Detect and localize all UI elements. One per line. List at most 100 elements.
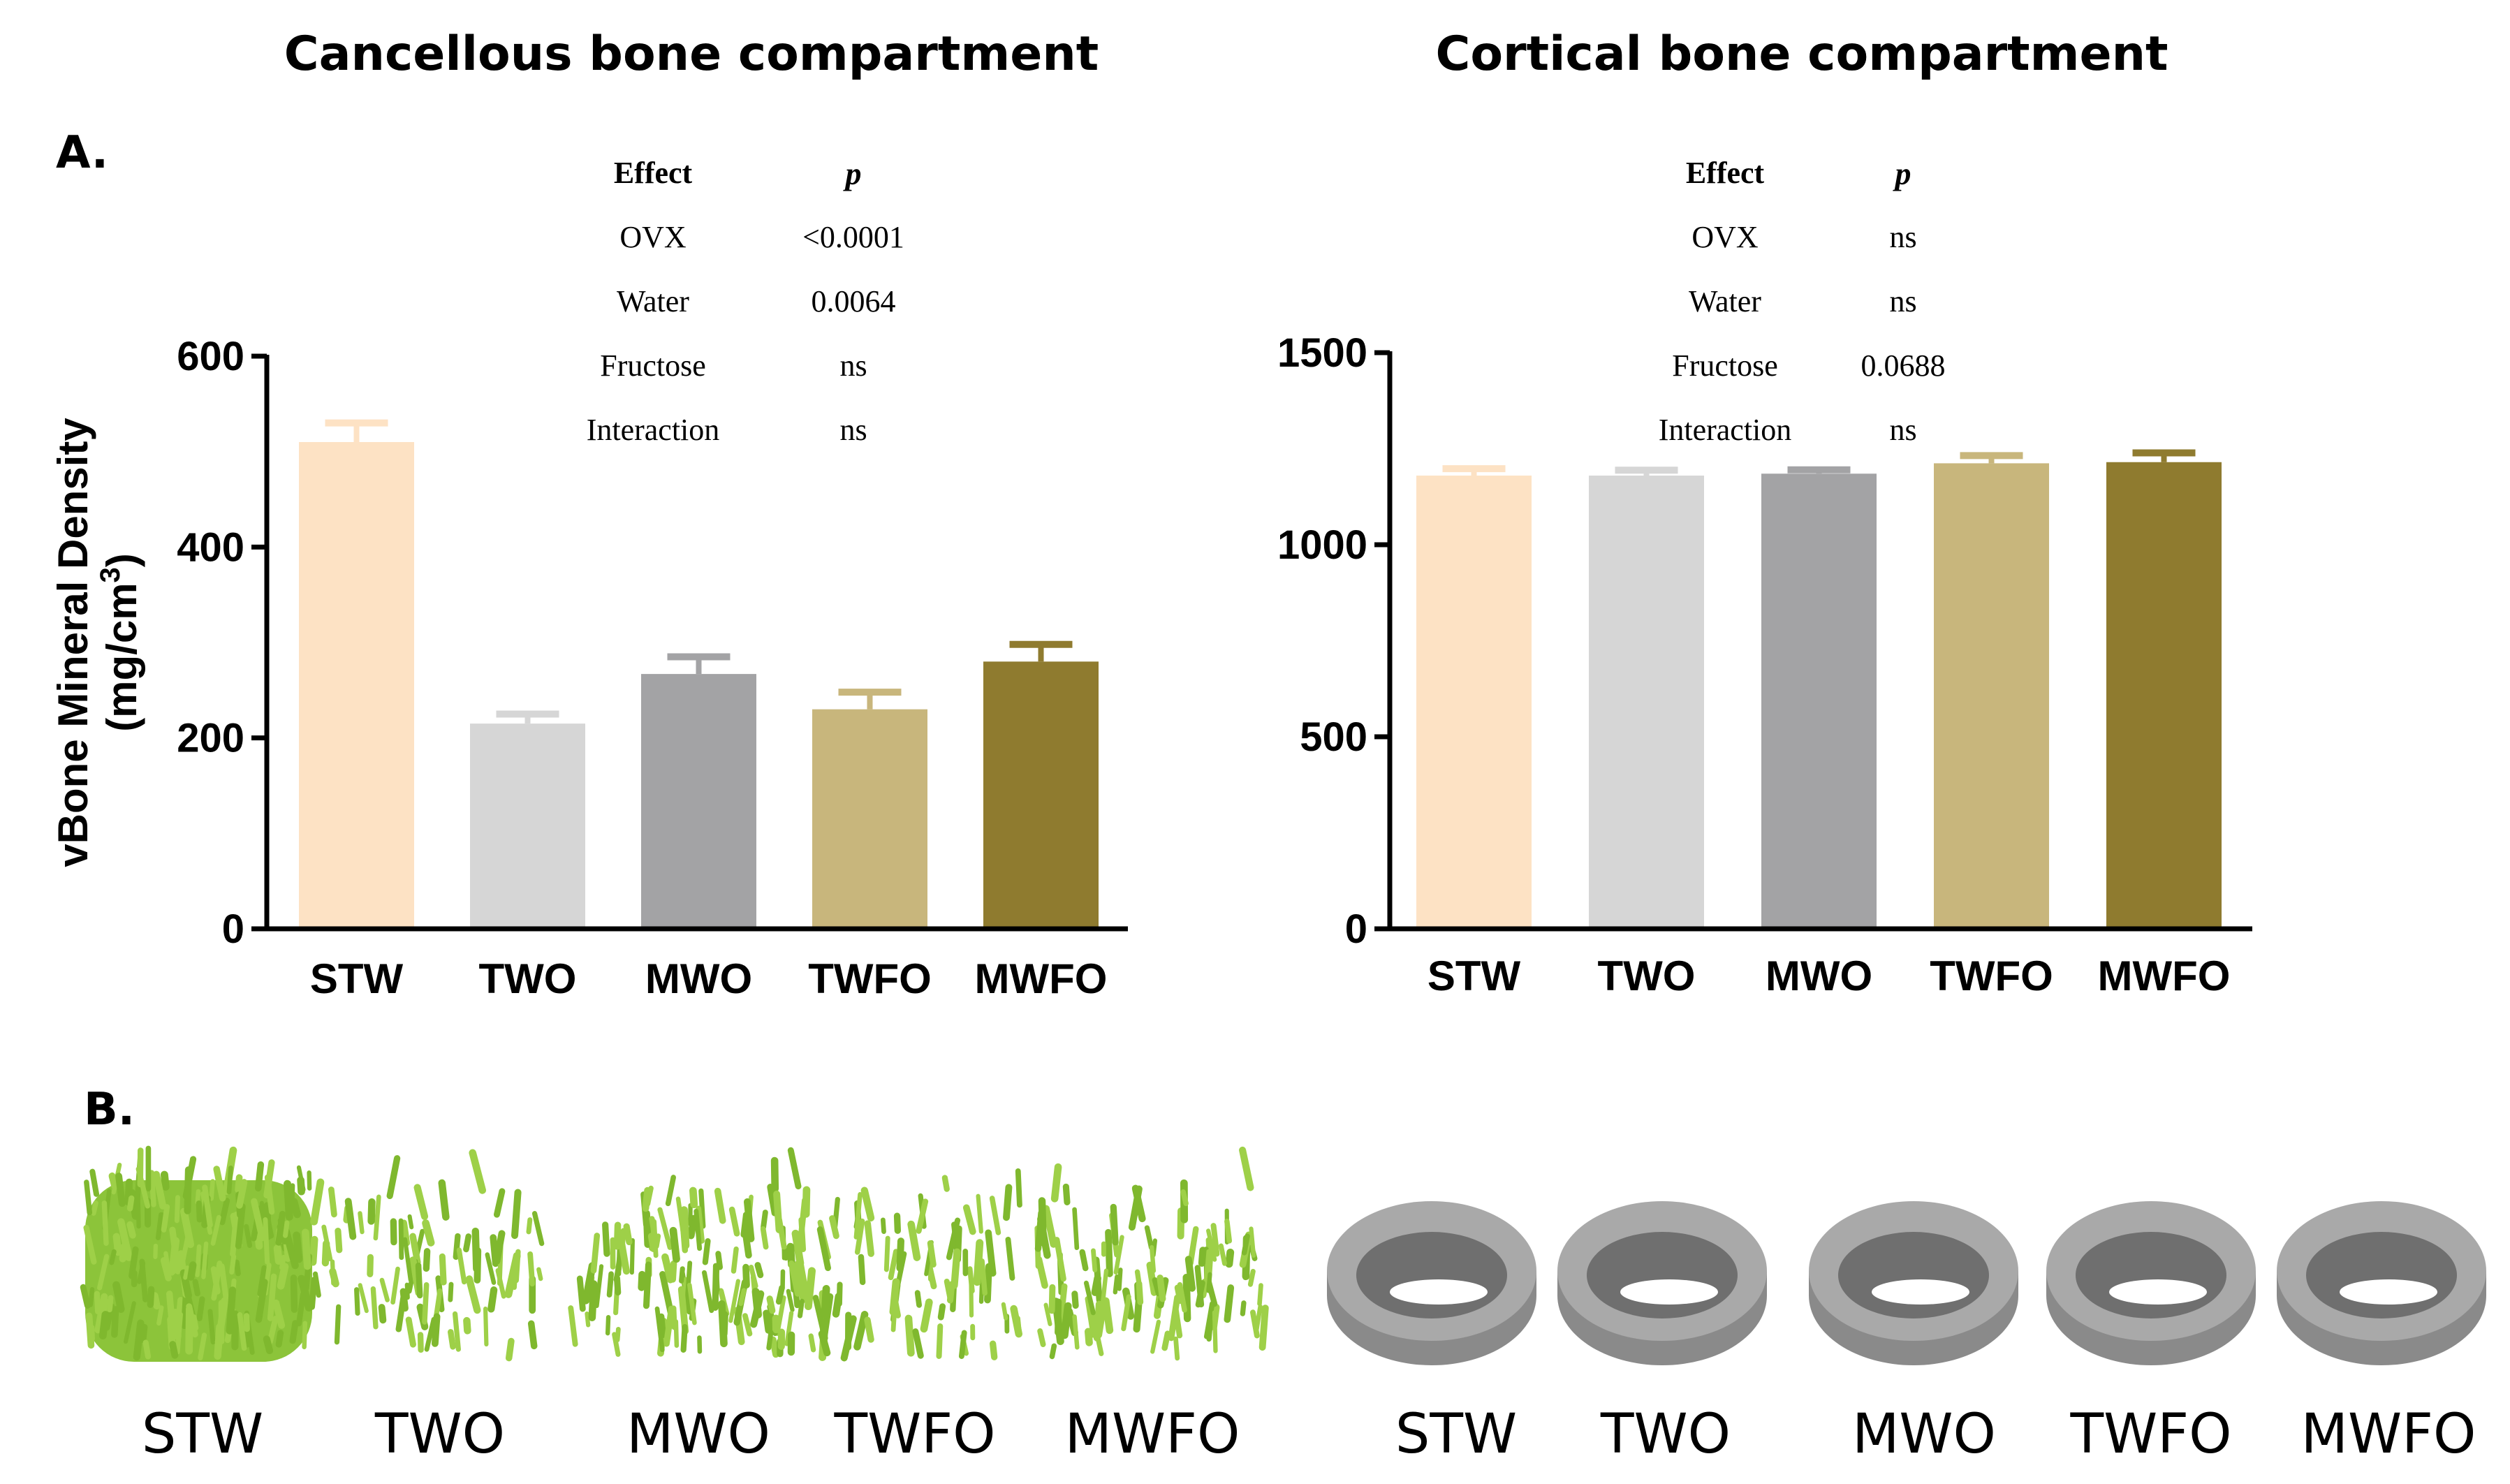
trabecula <box>754 1262 764 1279</box>
specimen-label: TWO <box>374 1403 505 1466</box>
trabecula <box>883 1235 890 1272</box>
marrow-cavity-opening <box>1872 1279 1969 1305</box>
trabecula <box>1102 1297 1114 1335</box>
trabecula <box>649 1216 658 1238</box>
trabecula <box>1038 1197 1047 1247</box>
trabecula <box>195 1244 202 1277</box>
trabecula <box>658 1313 666 1339</box>
trabecula <box>407 1214 414 1230</box>
y-tick-label: 1500 <box>1277 330 1367 376</box>
stats-p: ns <box>839 413 867 447</box>
trabecula <box>976 1193 983 1234</box>
trabecula <box>186 1303 198 1338</box>
stats-p: <0.0001 <box>802 220 904 254</box>
trabecula <box>438 1179 450 1221</box>
trabecula <box>370 1286 379 1330</box>
trabecula <box>354 1287 360 1316</box>
cortical-specimen-mwfo <box>2277 1201 2486 1365</box>
bar-two <box>1589 476 1704 929</box>
specimen-label: TWFO <box>833 1403 995 1466</box>
trabecula <box>927 1240 937 1268</box>
trabecula <box>670 1305 677 1330</box>
trabecula <box>1072 1207 1080 1251</box>
trabecula <box>112 1281 125 1313</box>
right-panel-title: Cortical bone compartment <box>1435 27 2168 82</box>
trabecula <box>272 1299 286 1329</box>
y-axis-label-line2: (mg/cm3) <box>95 553 145 732</box>
trabecula <box>423 1248 431 1272</box>
trabecula <box>718 1300 728 1348</box>
stats-effect: Fructose <box>1672 348 1778 383</box>
trabecula <box>907 1220 921 1261</box>
trabecula <box>794 1261 807 1303</box>
stats-header-p: p <box>843 156 862 191</box>
trabecula <box>273 1244 283 1265</box>
trabecula <box>495 1268 506 1299</box>
trabecula <box>289 1320 299 1344</box>
trabecula <box>697 1335 703 1354</box>
trabecula <box>1085 1296 1096 1338</box>
trabecula <box>277 1263 289 1290</box>
category-label: STW <box>1428 953 1521 999</box>
trabecula <box>147 1286 155 1308</box>
trabecula <box>234 1259 241 1277</box>
trabecula <box>83 1224 97 1265</box>
category-label: STW <box>310 955 404 1002</box>
trabecula <box>226 1165 233 1195</box>
trabecula <box>485 1252 497 1285</box>
specimen-label: TWO <box>1600 1403 1731 1466</box>
trabecula <box>832 1293 842 1318</box>
cortical-specimen-twfo <box>2046 1201 2256 1365</box>
trabecula <box>84 1180 93 1216</box>
category-label: MWO <box>1766 953 1872 999</box>
trabecula <box>163 1251 171 1276</box>
trabecula <box>1257 1283 1263 1307</box>
specimen-label: MWO <box>1852 1403 1996 1466</box>
trabecula <box>989 1196 1001 1235</box>
trabecula <box>526 1217 533 1235</box>
marrow-cavity-opening <box>1620 1279 1718 1305</box>
trabecula <box>853 1191 863 1240</box>
trabecula <box>742 1313 753 1337</box>
trabecula <box>951 1248 961 1289</box>
trabecula <box>661 1253 675 1284</box>
trabecula <box>1010 1305 1022 1338</box>
trabecula <box>1005 1236 1015 1281</box>
trabecula <box>693 1208 703 1251</box>
trabecula <box>283 1220 290 1238</box>
trabecula <box>358 1211 365 1235</box>
trabecula <box>888 1249 899 1281</box>
trabecula <box>1131 1184 1146 1223</box>
trabecula <box>1177 1281 1187 1313</box>
trabecula <box>483 1306 489 1347</box>
trabecula <box>244 1224 253 1249</box>
trabecula <box>914 1290 923 1308</box>
trabecula <box>373 1194 381 1241</box>
trabecula <box>1150 1319 1161 1354</box>
trabecula <box>85 1312 95 1349</box>
marrow-cavity-opening <box>2340 1279 2437 1305</box>
bar-stw <box>1416 476 1532 929</box>
trabecula <box>328 1187 337 1218</box>
trabecula <box>1049 1343 1057 1360</box>
trabecula <box>979 1258 988 1296</box>
trabecula <box>742 1230 752 1259</box>
trabecula <box>1194 1265 1205 1308</box>
trabecula <box>344 1198 357 1240</box>
trabecula <box>585 1311 591 1328</box>
trabecula <box>773 1190 783 1233</box>
trabecula <box>422 1219 435 1247</box>
stats-effect: Fructose <box>600 348 706 383</box>
stats-table-right: Effect p OVX ns Water ns Fructose 0.0688… <box>1659 156 1946 447</box>
trabecula <box>101 1200 109 1246</box>
trabecula <box>712 1263 720 1293</box>
trabecula <box>623 1223 633 1246</box>
trabecula <box>766 1330 774 1351</box>
trabecula <box>395 1289 407 1332</box>
bar-two <box>470 723 585 929</box>
trabecula <box>465 1275 481 1314</box>
stats-p: ns <box>1889 220 1916 254</box>
trabecula <box>1062 1183 1071 1205</box>
trabecula <box>210 1266 221 1295</box>
trabecula <box>469 1149 487 1194</box>
